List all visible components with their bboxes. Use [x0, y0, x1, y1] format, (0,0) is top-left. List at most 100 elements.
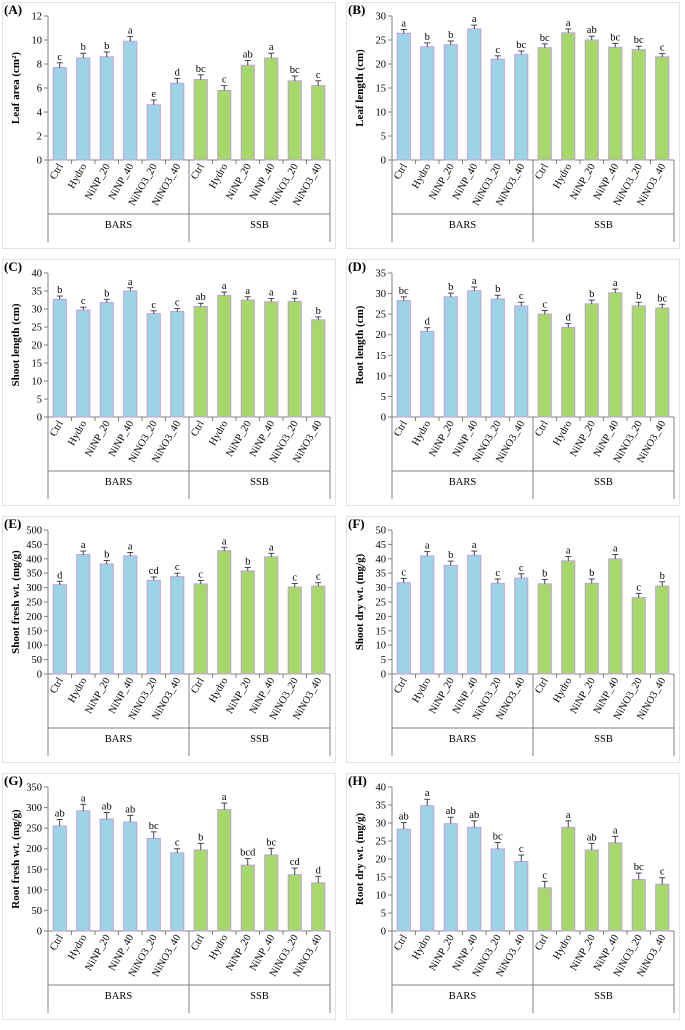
significance-letter: a [269, 288, 274, 299]
category-label: Ctrl [533, 162, 551, 182]
bar-bars-ninp-40 [467, 826, 482, 932]
y-tick-label: 6 [37, 84, 42, 95]
category-label: Hydro [66, 419, 89, 448]
significance-letter: bc [634, 862, 644, 873]
y-tick-label: 150 [26, 626, 42, 637]
bar-ssb-ninp-40 [264, 301, 279, 418]
bar-ssb-ninp-40 [264, 556, 279, 675]
y-tick-label: 10 [376, 371, 387, 382]
bar-bars-nino3-20 [490, 582, 505, 675]
bar-ssb-ninp-40 [608, 558, 623, 675]
group-label: SSB [594, 734, 613, 745]
panel-label: (D) [348, 259, 366, 274]
significance-letter: c [175, 838, 180, 849]
category-label: Hydro [410, 933, 433, 962]
significance-letter: bc [149, 821, 159, 832]
y-tick-label: 15 [376, 873, 387, 884]
y-tick-label: 10 [376, 108, 387, 119]
y-axis-label: Root fresh wt. (mg/g) [10, 809, 22, 909]
category-label: Ctrl [392, 933, 410, 953]
category-label: Hydro [66, 162, 89, 191]
y-tick-label: 10 [32, 377, 43, 388]
category-label: Ctrl [189, 933, 207, 953]
bar-ssb-ninp-40 [264, 57, 279, 161]
y-axis-label: Leaf area (cm²) [10, 52, 22, 124]
category-label: Ctrl [392, 676, 410, 696]
bar-bars-ninp-40 [467, 290, 482, 418]
bar-bars-nino3-20 [490, 848, 505, 932]
category-label: Ctrl [189, 162, 207, 182]
bar-bars-hydro [76, 309, 91, 418]
significance-letter: b [448, 282, 453, 293]
category-label: Hydro [551, 676, 574, 705]
y-tick-label: 100 [26, 641, 42, 652]
category-label: Hydro [551, 162, 574, 191]
chart-panel-f: (F) Shoot dry wt. (mg/g) 0 5 10 15 20 25 30 35 40 4… [346, 516, 680, 763]
significance-letter: e [151, 89, 156, 100]
significance-letter: a [81, 540, 86, 551]
significance-letter: c [660, 42, 665, 53]
y-tick-label: 150 [26, 865, 42, 876]
y-axis-label: Root dry wt. (mg/g) [354, 813, 366, 906]
bar-bars-hydro [420, 805, 435, 932]
significance-letter: a [292, 287, 297, 298]
significance-letter: b [245, 556, 250, 567]
significance-letter: ab [469, 810, 479, 821]
bar-ssb-ninp-20 [240, 864, 255, 932]
y-tick-label: 5 [381, 392, 386, 403]
bar-bars-ninp-40 [467, 28, 482, 161]
significance-letter: bc [399, 286, 409, 297]
panel-label: (G) [4, 773, 23, 788]
bar-bars-ninp-40 [467, 554, 482, 675]
group-label: BARS [449, 220, 477, 231]
bar-ssb-nino3-20 [631, 879, 646, 932]
significance-letter: ab [243, 49, 253, 60]
significance-letter: bc [610, 32, 620, 43]
bar-ssb-ctrl [537, 47, 552, 161]
bar-bars-ninp-40 [123, 555, 138, 675]
y-tick-label: 40 [32, 269, 43, 280]
significance-letter: bc [657, 293, 667, 304]
bar-ssb-ninp-20 [240, 570, 255, 675]
significance-letter: ab [587, 25, 597, 36]
y-tick-label: 30 [376, 819, 387, 830]
significance-letter: b [425, 32, 430, 43]
significance-letter: c [495, 45, 500, 56]
group-label: SSB [594, 220, 613, 231]
bar-ssb-ctrl [537, 887, 552, 932]
bar-bars-nino3-40 [170, 311, 185, 418]
bar-bars-ctrl [52, 825, 67, 932]
bar-bars-ctrl [52, 67, 67, 161]
bar-bars-ninp-20 [443, 296, 458, 418]
bar-bars-nino3-20 [490, 58, 505, 161]
bar-bars-nino3-40 [170, 576, 185, 675]
y-tick-label: 10 [376, 891, 387, 902]
chart-svg-d: (D)Root length (cm)05101520253035BARSbcC… [346, 259, 680, 506]
significance-letter: b [104, 550, 109, 561]
bar-ssb-nino3-40 [655, 883, 670, 932]
y-tick-label: 25 [376, 598, 387, 609]
y-tick-label: 35 [376, 269, 387, 280]
bar-ssb-nino3-40 [655, 585, 670, 675]
y-tick-label: 35 [376, 801, 387, 812]
y-tick-label: 20 [376, 612, 387, 623]
bar-bars-nino3-20 [146, 579, 161, 675]
category-label: Hydro [66, 933, 89, 962]
significance-letter: c [175, 562, 180, 573]
group-label: SSB [250, 220, 269, 231]
y-tick-label: 10 [376, 641, 387, 652]
significance-letter: c [57, 52, 62, 63]
significance-letter: a [566, 18, 571, 29]
bar-bars-ninp-40 [123, 821, 138, 932]
category-label: Hydro [207, 419, 230, 448]
y-tick-label: 0 [381, 670, 386, 681]
y-axis-label: Shoot dry wt. (mg/g) [354, 553, 366, 650]
bar-bars-hydro [76, 810, 91, 932]
significance-letter: c [81, 296, 86, 307]
significance-letter: a [128, 25, 133, 36]
bar-bars-ninp-40 [123, 40, 138, 161]
significance-letter: a [269, 542, 274, 553]
chart-svg-g: (G) Root fresh wt. (mg/g) 0 50 100 150 200 250 3… [2, 773, 336, 1020]
y-tick-label: 35 [32, 287, 43, 298]
significance-letter: c [542, 299, 547, 310]
